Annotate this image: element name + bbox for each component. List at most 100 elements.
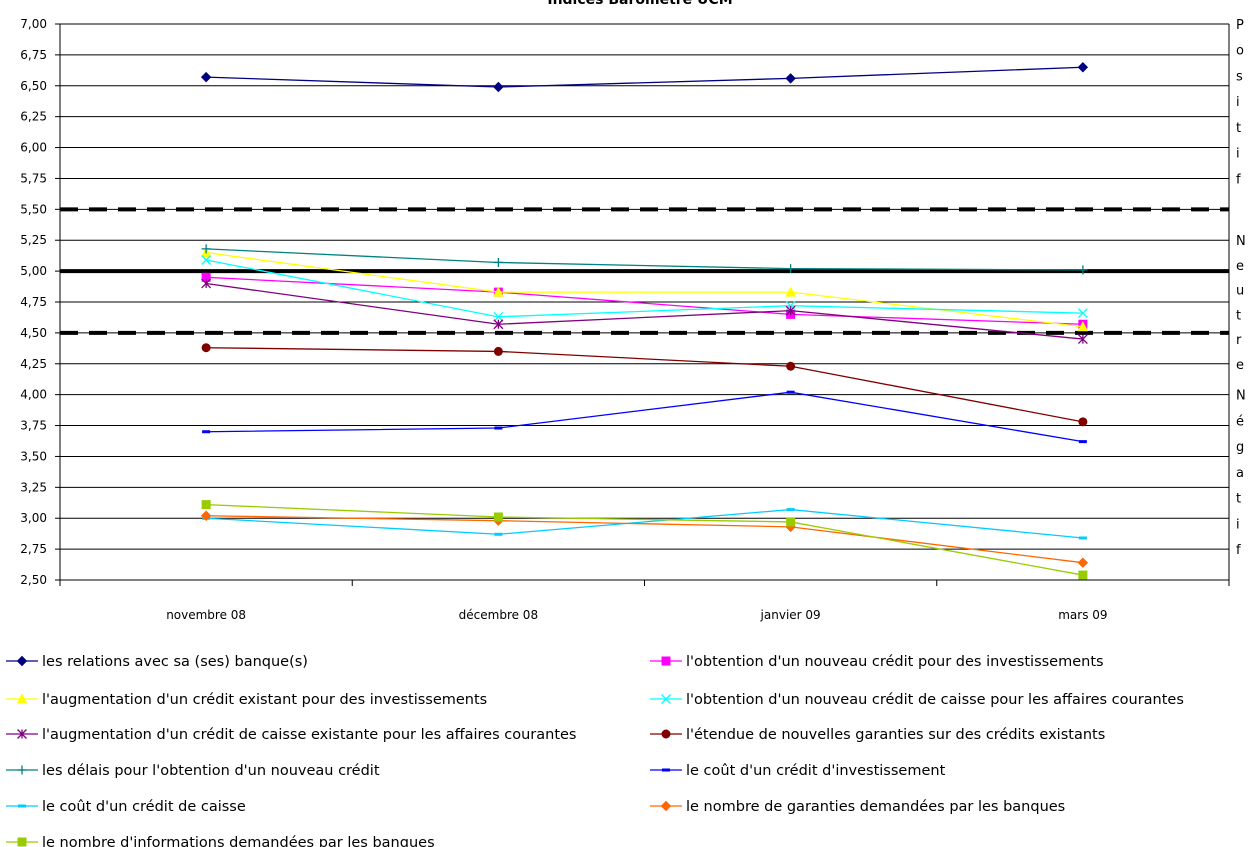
y-tick-label: 2,75 <box>20 542 47 556</box>
y-tick-label: 6,75 <box>20 48 47 62</box>
data-point <box>493 257 503 267</box>
legend-item: l'étendue de nouvelles garanties sur des… <box>650 727 1105 743</box>
legend-item: le coût d'un crédit de caisse <box>6 799 246 815</box>
data-point <box>1078 265 1088 275</box>
chart-title: Indices Baromètre UCM <box>547 0 732 8</box>
data-point <box>1077 308 1088 319</box>
data-point <box>786 264 796 274</box>
series-11 <box>201 500 1088 580</box>
series-line <box>206 282 1083 340</box>
y-tick-label: 5,25 <box>20 233 47 247</box>
data-point <box>493 81 504 93</box>
legend-item: le coût d'un crédit d'investissement <box>650 763 946 779</box>
data-point <box>201 244 211 254</box>
series-line <box>206 515 1083 564</box>
x-tick-labels: novembre 08 décembre 08 janvier 09 mars 09 <box>166 608 1107 622</box>
data-point <box>786 517 796 527</box>
y-tick-label: 4,75 <box>20 295 47 309</box>
y-tick-label: 6,00 <box>20 141 47 155</box>
series-line <box>206 251 1083 328</box>
data-point <box>494 426 503 430</box>
series-line <box>206 66 1083 88</box>
legend-item: le nombre d'informations demandées par l… <box>6 835 435 847</box>
legend-label: les délais pour l'obtention d'un nouveau… <box>42 763 380 779</box>
series-4 <box>201 255 1088 322</box>
legend-item: les délais pour l'obtention d'un nouveau… <box>6 763 380 779</box>
axes <box>55 23 1230 586</box>
y-tick-label: 3,50 <box>20 449 47 463</box>
grid-lines <box>60 23 1229 581</box>
series-1 <box>200 62 1089 93</box>
data-point <box>660 800 672 812</box>
legend: les relations avec sa (ses) banque(s) l'o… <box>6 654 1184 847</box>
data-point <box>493 311 504 322</box>
legend-item: l'obtention d'un nouveau crédit de caiss… <box>650 692 1184 708</box>
series-line <box>206 503 1083 576</box>
series-2 <box>201 272 1088 329</box>
legend-label: le nombre d'informations demandées par l… <box>42 835 435 847</box>
legend-label: l'obtention d'un nouveau crédit de caiss… <box>686 692 1184 708</box>
data-point <box>202 430 211 434</box>
legend-item: les relations avec sa (ses) banque(s) <box>6 654 308 670</box>
data-point <box>785 300 796 311</box>
data-point <box>493 319 504 330</box>
y-tick-label: 4,50 <box>20 326 47 340</box>
series-line <box>206 508 1083 539</box>
x-tick-label: mars 09 <box>1058 608 1107 622</box>
y-tick-label: 5,50 <box>20 202 47 216</box>
data-point <box>16 655 28 667</box>
data-point <box>494 532 503 536</box>
data-point <box>200 71 212 83</box>
legend-label: les relations avec sa (ses) banque(s) <box>42 654 308 670</box>
legend-item: l'obtention d'un nouveau crédit pour des… <box>650 654 1104 670</box>
legend-label: l'obtention d'un nouveau crédit pour des… <box>686 654 1104 670</box>
data-point <box>786 508 795 512</box>
data-point <box>1077 321 1089 332</box>
data-point <box>785 73 796 84</box>
data-point <box>493 286 504 297</box>
reference-lines <box>60 207 1229 335</box>
data-point <box>1078 417 1088 427</box>
y-tick-label: 3,00 <box>20 511 47 525</box>
y-tick-label: 6,50 <box>20 79 47 93</box>
legend-label: le coût d'un crédit d'investissement <box>686 763 946 779</box>
data-point <box>17 837 27 847</box>
y-tick-label: 5,00 <box>20 264 47 278</box>
series-line <box>206 259 1083 318</box>
series-8 <box>202 390 1087 444</box>
y-tick-label: 2,50 <box>20 573 47 587</box>
data-point <box>493 346 503 356</box>
data-point <box>661 694 671 704</box>
data-point <box>786 390 795 394</box>
series-lines <box>200 62 1089 580</box>
legend-label: l'augmentation d'un crédit de caisse exi… <box>42 727 577 743</box>
series-6 <box>201 343 1088 427</box>
series-3 <box>200 247 1089 332</box>
data-point <box>16 693 28 704</box>
data-point <box>661 729 671 739</box>
legend-item: l'augmentation d'un crédit existant pour… <box>6 692 487 708</box>
series-line <box>206 276 1083 325</box>
series-5 <box>201 278 1088 345</box>
y-tick-label: 3,75 <box>20 419 47 433</box>
series-line <box>206 391 1083 443</box>
legend-label: le nombre de garanties demandées par les… <box>686 799 1065 815</box>
data-point <box>201 255 212 265</box>
data-point <box>786 361 796 371</box>
y-tick-label: 7,00 <box>20 17 47 31</box>
y-tick-label: 4,00 <box>20 388 47 402</box>
legend-label: l'augmentation d'un crédit existant pour… <box>42 692 487 708</box>
data-point <box>1078 536 1087 540</box>
legend-item: l'augmentation d'un crédit de caisse exi… <box>6 727 577 743</box>
data-point <box>1077 557 1089 568</box>
y-tick-label: 5,75 <box>20 171 47 185</box>
series-7 <box>201 244 1088 275</box>
y-tick-label: 6,25 <box>20 110 47 124</box>
data-point <box>200 510 212 521</box>
x-tick-label: novembre 08 <box>166 608 246 622</box>
y-tick-labels: 7,00 6,75 6,50 6,25 6,00 5,75 5,50 5,25 5,00 4,75… <box>20 17 47 587</box>
data-point <box>1078 570 1088 580</box>
